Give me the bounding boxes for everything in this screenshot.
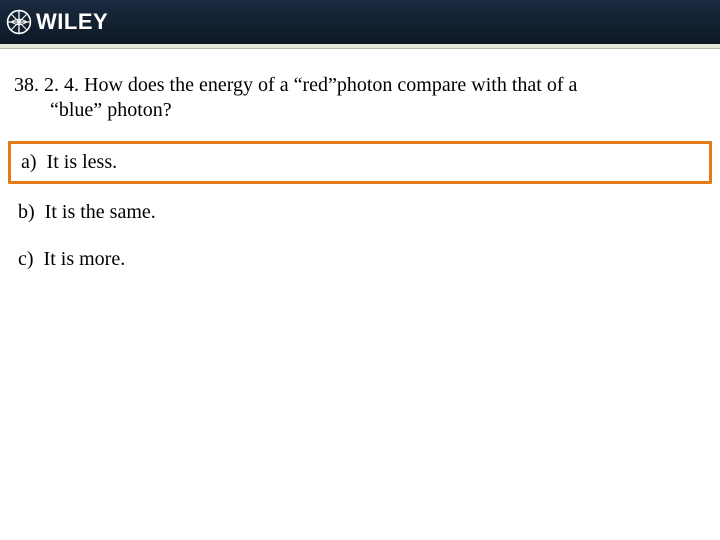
option-text: It is the same. [45,201,156,223]
option-letter: a) [21,151,37,173]
option-a: a) It is less. [8,141,712,184]
slide-body: 38. 2. 4. How does the energy of a “red”… [0,49,720,278]
option-text: It is more. [44,248,126,270]
question-text: 38. 2. 4. How does the energy of a “red”… [14,73,706,123]
option-b: b) It is the same. [14,194,706,231]
option-letter: c) [18,248,34,270]
question-line1: How does the energy of a “red”photon com… [84,74,577,96]
wiley-mark-icon [6,9,32,35]
option-text: It is less. [47,151,118,173]
option-letter: b) [18,201,35,223]
question-line2: “blue” photon? [14,98,706,123]
publisher-logo: WILEY [6,9,108,35]
question-number: 38. 2. 4. [14,74,79,96]
publisher-header: WILEY [0,0,720,44]
publisher-name: WILEY [36,9,108,35]
option-c: c) It is more. [14,241,706,278]
